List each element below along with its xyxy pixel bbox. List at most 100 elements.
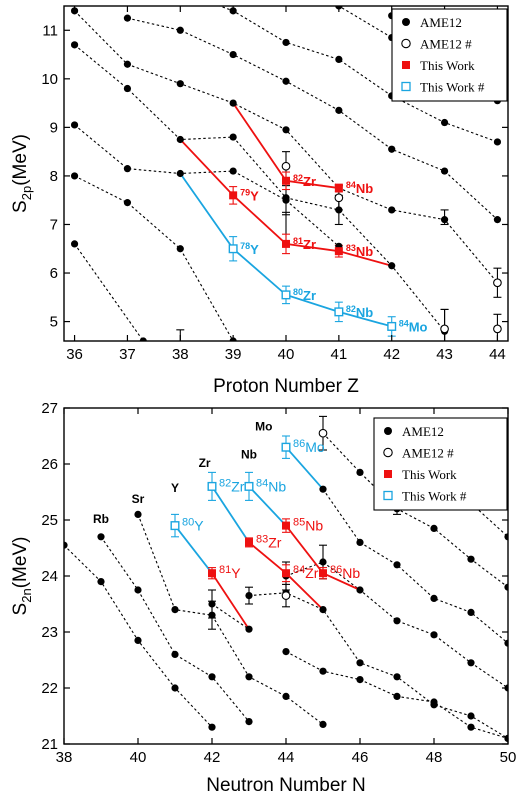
ame-point-4-6 [467,712,475,720]
ame-point-1-1 [134,586,142,594]
ame-chain-line-3 [74,44,445,332]
this-work-point-0 [229,191,238,200]
ame-point-6-4 [430,631,438,639]
ame-estimated-point-0 [281,161,291,171]
ame-point-0-4 [208,723,216,731]
x-tick-label-5: 48 [426,749,443,766]
this_work-label-mass-0: 81 [219,564,231,576]
ame-chain-line-0 [74,243,144,341]
legend-label-3: This Work # [402,489,467,504]
ame-point-5-4 [335,106,343,114]
ame-point-3-5 [335,206,343,214]
y-axis-title-main: S [10,200,31,213]
element-label-1: Sr [132,492,145,506]
this_work_est-label-1: 80Zr [293,287,316,303]
this-work-line-0-seg-0 [174,525,213,574]
y-axis-title-unit: (MeV) [10,134,31,186]
ame-point-5-7 [493,216,502,224]
ame-point-2-2 [208,611,216,619]
legend-marker-2 [402,61,410,69]
ame-point-3-0 [208,600,216,608]
legend-marker-3 [383,490,393,501]
ame-point-6-2 [282,38,290,47]
this_work-label-0: 81Y [219,564,241,581]
x-tick-label-3: 44 [278,749,295,766]
y-tick-label-0: 5 [50,314,58,331]
ame-point-5-0 [282,648,290,656]
x-tick-label-2: 42 [204,749,221,766]
this_work-label-0: 79Y [240,187,259,203]
ame-point-5-3 [282,77,290,85]
ame-estimated-point-4 [493,324,502,334]
this_work_est-label-3: 84Mo [399,318,428,334]
this_work_est-label-element-3: Mo [409,319,428,334]
this_work-label-mass-0: 79 [240,187,250,197]
ame-point-4-7 [440,216,449,224]
x-tick-label-1: 37 [119,346,136,363]
legend-box [373,417,508,511]
y-tick-label-1: 6 [50,265,58,282]
ame-estimated-point-2 [440,324,449,334]
ame-point-3-1 [123,84,132,93]
this-work-est-point-1 [207,481,217,491]
this_work-label-element-3: Zr [303,237,316,252]
this_work-label-4: 83Nb [346,243,373,259]
this_work-label-mass-2: 84 [293,564,305,576]
this_work_est-label-element-1: Zr [303,288,316,303]
ame-chain-line-6 [285,561,508,689]
ame-chain-line-2 [74,124,340,247]
this_work_est-label-mass-0: 80 [182,517,194,529]
this_work-label-2: 84Nb [346,180,373,196]
this_work-label-mass-1: 82 [293,173,303,183]
this-work-point-4 [319,569,327,578]
this-work-line-2-seg-0 [248,485,287,527]
this_work_est-label-element-0: Y [194,518,204,534]
this_work-label-element-3: Nb [305,518,323,534]
x-tick-label-0: 36 [66,346,83,363]
legend-label-2: This Work [420,58,475,73]
ame-estimated-point-3 [493,278,502,288]
ame-point-7-2 [393,561,401,569]
ame-point-4-0 [245,592,253,600]
ame-chain-line-3 [211,603,250,630]
this-work-line-2-seg-1 [285,525,324,574]
ame-chain-line-2 [137,514,324,725]
ame-point-2-1 [171,606,179,614]
ame-point-7-0 [319,485,327,493]
this-work-point-2 [334,184,343,193]
x-tick-label-1: 40 [130,749,147,766]
x-tick-label-0: 38 [56,749,73,766]
this-work-line-1-seg-2 [285,572,324,611]
y-axis-title-sub: 2p [19,186,34,200]
ame-chain-line-1 [100,536,250,722]
this-work-point-0 [208,569,216,578]
ame-point-5-2 [229,50,237,59]
ame-chain-line-7 [322,488,508,644]
legend: AME12 AME12 # This Work This Work # [373,417,508,511]
ame-point-0-1 [97,578,105,586]
ame-estimated-point-0 [281,591,291,600]
y-tick-label-6: 11 [42,22,58,39]
y-tick-label-3: 24 [41,568,58,585]
this-work-point-2 [282,569,290,578]
ame-point-6-6 [493,138,502,146]
x-tick-label-3: 39 [225,346,242,363]
this-work-est-point-2 [244,481,254,491]
ame-point-6-3 [335,55,343,64]
y-tick-label-6: 27 [41,400,58,417]
ame-point-1-2 [176,245,184,253]
y-tick-label-5: 10 [41,71,58,88]
ame-point-2-1 [123,165,132,173]
y-tick-label-3: 8 [50,168,58,185]
legend: AME12 AME12 # This Work This Work # [391,8,508,102]
ame-point-1-4 [245,718,253,726]
ame-point-6-5 [440,118,449,127]
ame-point-3-1 [245,625,253,633]
ame-chain-line-5 [127,17,498,221]
ame-point-5-5 [388,145,396,153]
this-work-line-2-seg-2 [322,572,361,591]
ame-point-3-4 [282,194,290,202]
legend-marker-0 [384,427,392,435]
this_work-label-element-2: Zr [305,565,319,581]
